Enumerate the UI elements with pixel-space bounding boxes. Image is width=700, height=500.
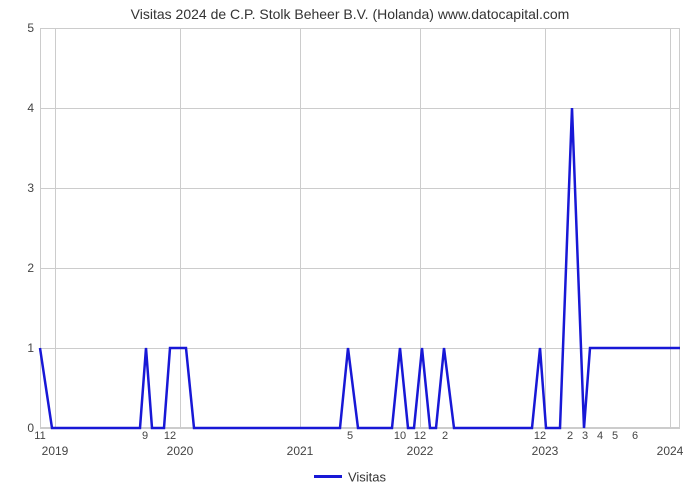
x-major-label: 2022 xyxy=(407,444,434,458)
x-minor-label: 5 xyxy=(612,428,618,442)
x-minor-label: 12 xyxy=(534,428,546,442)
x-major-label: 2023 xyxy=(532,444,559,458)
x-minor-label: 5 xyxy=(347,428,353,442)
y-tick-label: 4 xyxy=(27,101,40,115)
x-major-label: 2019 xyxy=(42,444,69,458)
x-major-label: 2024 xyxy=(657,444,684,458)
y-tick-label: 3 xyxy=(27,181,40,195)
x-minor-label: 12 xyxy=(164,428,176,442)
x-minor-label: 12 xyxy=(414,428,426,442)
y-tick-label: 1 xyxy=(27,341,40,355)
legend-label: Visitas xyxy=(348,469,386,484)
x-minor-label: 10 xyxy=(394,428,406,442)
x-minor-label: 6 xyxy=(632,428,638,442)
x-major-label: 2021 xyxy=(287,444,314,458)
series-line xyxy=(40,28,680,428)
x-minor-label: 2 xyxy=(567,428,573,442)
x-minor-label: 9 xyxy=(142,428,148,442)
x-minor-label: 3 xyxy=(582,428,588,442)
x-minor-label: 11 xyxy=(34,428,45,442)
x-minor-label: 4 xyxy=(597,428,603,442)
y-tick-label: 2 xyxy=(27,261,40,275)
y-tick-label: 5 xyxy=(27,21,40,35)
chart-title: Visitas 2024 de C.P. Stolk Beheer B.V. (… xyxy=(0,6,700,22)
x-major-label: 2020 xyxy=(167,444,194,458)
x-minor-label: 2 xyxy=(442,428,448,442)
legend: Visitas xyxy=(0,468,700,486)
plot-area: 0123451191251012212234562019202020212022… xyxy=(40,28,680,428)
legend-swatch xyxy=(314,475,342,478)
